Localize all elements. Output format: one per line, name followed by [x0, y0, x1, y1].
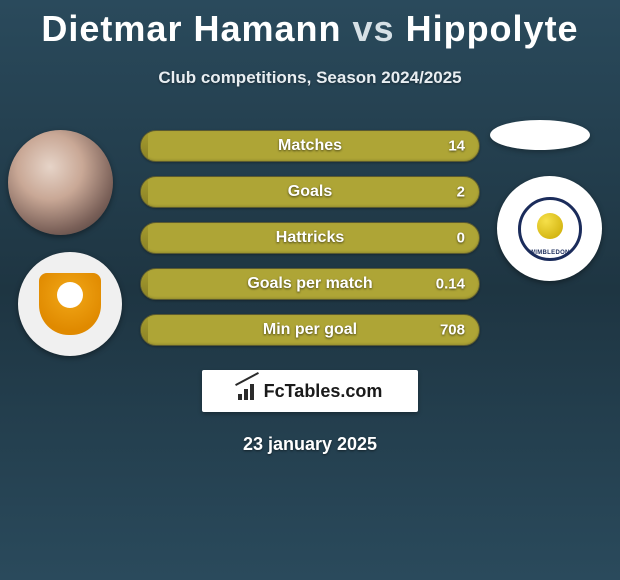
- player1-name: Dietmar Hamann: [41, 8, 341, 49]
- vs-text: vs: [353, 8, 395, 49]
- page-title: Dietmar Hamann vs Hippolyte: [0, 0, 620, 50]
- stat-label: Hattricks: [276, 229, 344, 247]
- stat-label: Min per goal: [263, 321, 357, 339]
- stat-bar-fill: [141, 269, 148, 299]
- crest-icon: [518, 197, 582, 261]
- stat-value: 708: [440, 322, 465, 339]
- subtitle: Club competitions, Season 2024/2025: [0, 68, 620, 88]
- player2-avatar: [490, 120, 590, 150]
- stat-label: Goals: [288, 183, 332, 201]
- player1-club-crest: [18, 252, 122, 356]
- brand-badge: FcTables.com: [202, 370, 418, 412]
- stat-label: Goals per match: [247, 275, 372, 293]
- stat-bar: Hattricks 0: [140, 222, 480, 254]
- stat-value: 14: [448, 138, 465, 155]
- stat-value: 0.14: [436, 276, 465, 293]
- player1-avatar: [8, 130, 113, 235]
- stat-value: 0: [457, 230, 465, 247]
- chart-icon: [238, 382, 260, 400]
- crest-icon: [39, 273, 101, 335]
- brand-text: FcTables.com: [264, 381, 383, 402]
- stat-value: 2: [457, 184, 465, 201]
- stat-bars: Matches 14 Goals 2 Hattricks 0 Goals per…: [140, 130, 480, 346]
- snapshot-date: 23 january 2025: [0, 434, 620, 455]
- stat-bar: Goals per match 0.14: [140, 268, 480, 300]
- player2-club-crest: [497, 176, 602, 281]
- stat-bar-fill: [141, 315, 148, 345]
- stat-label: Matches: [278, 137, 342, 155]
- stat-bar-fill: [141, 177, 148, 207]
- stat-bar-fill: [141, 223, 148, 253]
- comparison-chart: Matches 14 Goals 2 Hattricks 0 Goals per…: [0, 130, 620, 455]
- player2-name: Hippolyte: [406, 8, 579, 49]
- stat-bar: Min per goal 708: [140, 314, 480, 346]
- stat-bar: Matches 14: [140, 130, 480, 162]
- stat-bar: Goals 2: [140, 176, 480, 208]
- stat-bar-fill: [141, 131, 148, 161]
